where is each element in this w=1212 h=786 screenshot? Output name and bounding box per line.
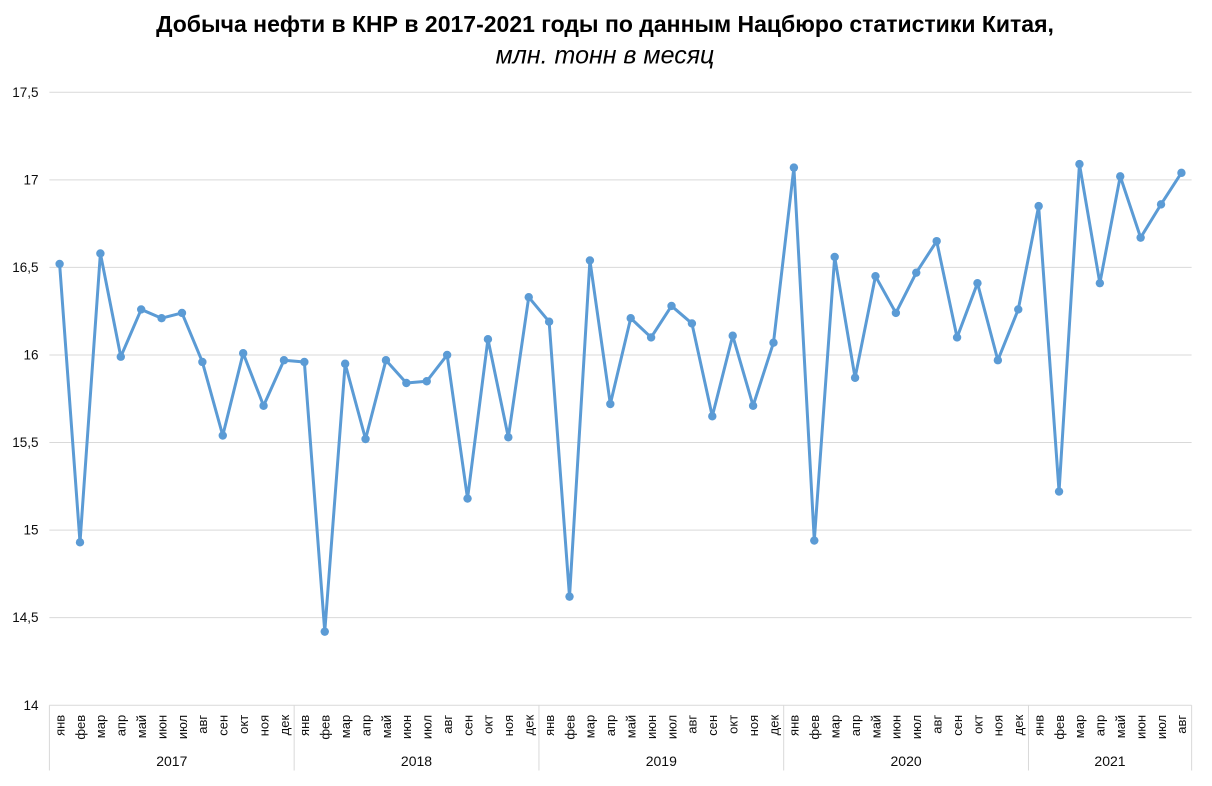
svg-text:авг: авг xyxy=(440,715,455,734)
svg-text:мар: мар xyxy=(338,715,353,738)
svg-text:17: 17 xyxy=(23,173,38,188)
svg-text:июл: июл xyxy=(664,715,679,739)
svg-text:янв: янв xyxy=(1032,715,1047,736)
svg-text:ноя: ноя xyxy=(746,715,761,736)
svg-text:дек: дек xyxy=(1011,715,1026,736)
svg-text:апр: апр xyxy=(1093,715,1108,737)
svg-text:апр: апр xyxy=(603,715,618,737)
svg-text:окт: окт xyxy=(236,715,251,734)
svg-text:мар: мар xyxy=(93,715,108,738)
svg-text:авг: авг xyxy=(930,715,945,734)
svg-text:фев: фев xyxy=(318,715,333,740)
svg-text:мар: мар xyxy=(1072,715,1087,738)
svg-text:июл: июл xyxy=(175,715,190,739)
svg-text:ноя: ноя xyxy=(991,715,1006,736)
svg-text:ноя: ноя xyxy=(256,715,271,736)
svg-text:Добыча нефти в КНР в 2017-2021: Добыча нефти в КНР в 2017-2021 годы по д… xyxy=(156,11,1054,37)
svg-text:авг: авг xyxy=(195,715,210,734)
svg-text:май: май xyxy=(624,715,639,738)
svg-text:апр: апр xyxy=(848,715,863,737)
svg-text:май: май xyxy=(379,715,394,738)
svg-text:14: 14 xyxy=(23,698,39,713)
svg-text:окт: окт xyxy=(481,715,496,734)
svg-text:дек: дек xyxy=(766,715,781,736)
svg-text:июл: июл xyxy=(1154,715,1169,739)
svg-text:май: май xyxy=(868,715,883,738)
svg-text:окт: окт xyxy=(726,715,741,734)
svg-text:фев: фев xyxy=(73,715,88,740)
svg-text:янв: янв xyxy=(297,715,312,736)
svg-text:июн: июн xyxy=(889,715,904,739)
svg-text:14,5: 14,5 xyxy=(12,610,38,625)
svg-text:млн. тонн в месяц: млн. тонн в месяц xyxy=(496,42,715,70)
svg-text:17,5: 17,5 xyxy=(12,85,38,100)
svg-text:июн: июн xyxy=(1133,715,1148,739)
svg-text:15,5: 15,5 xyxy=(12,435,38,450)
svg-text:16: 16 xyxy=(23,348,38,363)
svg-text:15: 15 xyxy=(23,523,38,538)
svg-text:май: май xyxy=(134,715,149,738)
svg-text:дек: дек xyxy=(522,715,537,736)
svg-text:сен: сен xyxy=(705,715,720,736)
svg-text:2019: 2019 xyxy=(646,753,677,769)
svg-text:апр: апр xyxy=(358,715,373,737)
svg-text:июн: июн xyxy=(644,715,659,739)
svg-text:янв: янв xyxy=(787,715,802,736)
svg-text:2020: 2020 xyxy=(891,753,922,769)
svg-text:апр: апр xyxy=(114,715,129,737)
svg-text:2017: 2017 xyxy=(156,753,187,769)
svg-text:янв: янв xyxy=(542,715,557,736)
svg-text:2018: 2018 xyxy=(401,753,432,769)
svg-text:дек: дек xyxy=(277,715,292,736)
svg-text:июн: июн xyxy=(154,715,169,739)
svg-text:июл: июл xyxy=(420,715,435,739)
svg-text:июл: июл xyxy=(909,715,924,739)
svg-text:сен: сен xyxy=(950,715,965,736)
svg-text:авг: авг xyxy=(1174,715,1189,734)
svg-text:сен: сен xyxy=(460,715,475,736)
svg-text:июн: июн xyxy=(399,715,414,739)
svg-text:2021: 2021 xyxy=(1094,753,1125,769)
svg-text:янв: янв xyxy=(52,715,67,736)
svg-text:ноя: ноя xyxy=(501,715,516,736)
svg-text:окт: окт xyxy=(970,715,985,734)
svg-text:фев: фев xyxy=(1052,715,1067,740)
svg-text:мар: мар xyxy=(583,715,598,738)
svg-text:май: май xyxy=(1113,715,1128,738)
svg-text:сен: сен xyxy=(216,715,231,736)
svg-text:мар: мар xyxy=(828,715,843,738)
svg-text:16,5: 16,5 xyxy=(12,260,38,275)
svg-text:авг: авг xyxy=(685,715,700,734)
svg-text:фев: фев xyxy=(562,715,577,740)
svg-text:фев: фев xyxy=(807,715,822,740)
